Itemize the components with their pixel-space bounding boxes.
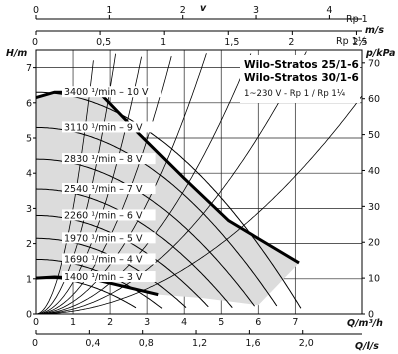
- speed-curve-label: 1970 ¹/min – 5 V: [64, 233, 143, 244]
- chart-title: Wilo-Stratos 25/1-6: [244, 59, 359, 71]
- speed-curve-label: 3110 ¹/min – 9 V: [64, 122, 143, 133]
- y-tick-label: 6: [26, 98, 32, 109]
- speed-curve-label: 2830 ¹/min – 8 V: [64, 154, 143, 165]
- speed-curve-label: 2540 ¹/min – 7 V: [64, 184, 143, 195]
- labels: 3400 ¹/min – 10 V 3110 ¹/min – 9 V 2830 ¹/…: [62, 86, 162, 283]
- top-axis-1-tick-label: 3: [253, 5, 259, 16]
- speed-curve: [35, 91, 302, 309]
- x-tick-label: 2: [107, 317, 113, 328]
- y-right-tick-label: 50: [368, 130, 380, 141]
- speed-label-bg: [62, 253, 156, 265]
- x2-tick-label: 0,8: [139, 338, 154, 349]
- x-tick-label: 1: [70, 317, 76, 328]
- system-curve: [35, 53, 116, 315]
- x-axis-label: Q/m³/h: [347, 318, 383, 329]
- top-axis-1-unit: Rp 1: [346, 14, 368, 25]
- title-box: [240, 55, 360, 103]
- x2-axis-label: Q/l/s: [355, 341, 379, 352]
- speed-label-bg: [62, 86, 162, 98]
- top-axis-2-unit: Rp 1¼: [336, 36, 367, 47]
- y-right-tick-label: 20: [368, 238, 380, 249]
- speed-curve-label: 2260 ¹/min – 6 V: [64, 210, 143, 221]
- x-tick-label: 3: [144, 317, 150, 328]
- system-curves: [35, 51, 363, 315]
- top-axis-1-tick-label: 2: [180, 5, 186, 16]
- y-tick-label: 0: [26, 310, 32, 321]
- x-tick-label: 0: [33, 317, 39, 328]
- y-right-tick-label: 60: [368, 94, 380, 105]
- y-axis-left-label: H/m: [6, 48, 27, 59]
- system-curve: [36, 51, 307, 315]
- system-curve: [35, 56, 142, 315]
- top-axis-2-tick-label: 0: [32, 37, 38, 48]
- y-tick-label: 1: [26, 274, 32, 285]
- top-axis-2-tick-label: 2,5: [352, 37, 367, 48]
- y-tick-label: 2: [26, 239, 32, 250]
- top-axis-2-tick-label: 0,5: [96, 37, 111, 48]
- y-tick-label: 7: [26, 63, 32, 74]
- chart-title-2: Wilo-Stratos 30/1-6: [244, 72, 359, 84]
- chart-subtitle: 1~230 V - Rp 1 / Rp 1¼: [244, 89, 345, 99]
- top-axis-2-tick-label: 1: [160, 37, 166, 48]
- x-tick-label: 5: [218, 317, 224, 328]
- speed-curve-label: 1400 ¹/min – 3 V: [64, 272, 143, 283]
- x2-tick-label: 0: [32, 338, 38, 349]
- x2-tick-label: 1,2: [192, 338, 207, 349]
- x2-tick-label: 0,4: [85, 338, 100, 349]
- max-curve: [35, 90, 300, 265]
- top-axis-1-tick-label: 0: [33, 5, 39, 16]
- top-axis-2-tick-label: 1,5: [224, 37, 239, 48]
- system-curve: [36, 53, 207, 315]
- top-axis-1-unit2: m/s: [365, 25, 384, 36]
- speed-label-bg: [62, 153, 156, 165]
- system-curve: [36, 95, 363, 315]
- y-right-tick-label: 40: [368, 166, 380, 177]
- speed-label-bg: [62, 183, 156, 195]
- speed-curve-label: 3400 ¹/min – 10 V: [64, 87, 149, 98]
- y-right-tick-label: 10: [368, 274, 380, 285]
- y-right-tick-label: 30: [368, 202, 380, 213]
- x-tick-label: 4: [181, 317, 187, 328]
- y-tick-label: 4: [26, 169, 32, 180]
- y-tick-label: 3: [26, 204, 32, 215]
- top-axis-label: v: [200, 3, 207, 14]
- top-axis-1-tick-label: 1: [106, 5, 112, 16]
- system-curve: [35, 60, 94, 315]
- x-tick-label: 6: [255, 317, 261, 328]
- speed-label-bg: [62, 232, 156, 244]
- y-tick-label: 5: [26, 134, 32, 145]
- speed-curve-label: 1690 ¹/min – 4 V: [64, 254, 143, 265]
- system-curve: [36, 53, 252, 315]
- system-curve: [36, 56, 172, 315]
- x2-tick-label: 1,6: [245, 338, 260, 349]
- y-axis-right-label: p/kPa: [365, 48, 395, 59]
- y-right-tick-label: 0: [368, 310, 374, 321]
- speed-label-bg: [62, 271, 156, 283]
- speed-label-bg: [62, 121, 156, 133]
- speed-label-bg: [62, 209, 156, 221]
- x2-tick-label: 2,0: [299, 338, 314, 349]
- plot-frame: [35, 49, 363, 315]
- x-tick-label: 7: [292, 317, 298, 328]
- top-axis-1-tick-label: 4: [326, 5, 332, 16]
- top-axis-2-tick-label: 2: [288, 37, 294, 48]
- y-right-tick-label: 70: [368, 58, 380, 69]
